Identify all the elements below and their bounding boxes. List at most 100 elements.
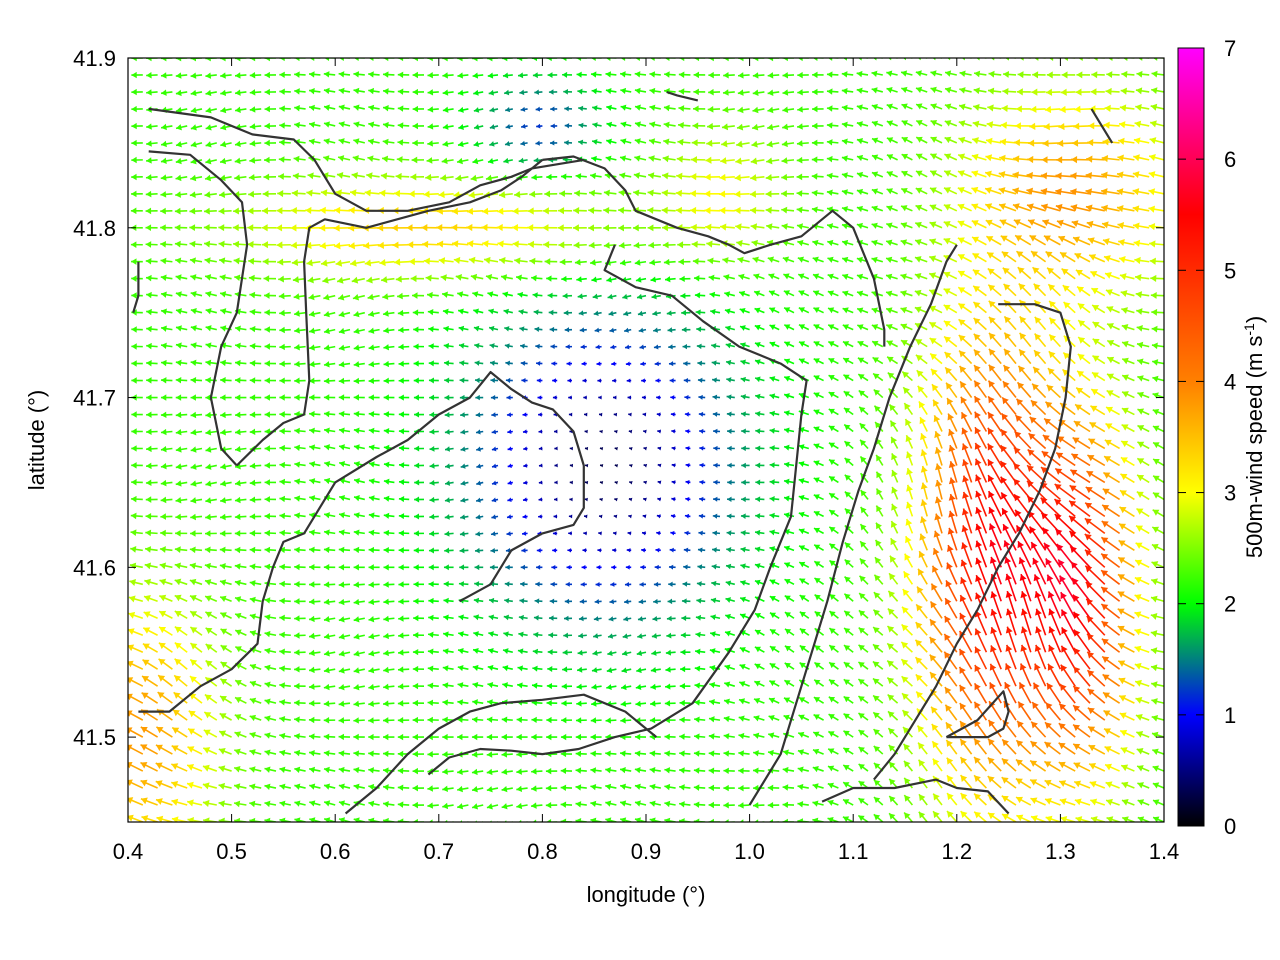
wind-arrow-head	[1062, 285, 1070, 292]
wind-arrow-head	[796, 206, 803, 214]
wind-arrow-head	[205, 291, 212, 298]
wind-arrow-head	[455, 174, 462, 182]
wind-arrow-head	[699, 445, 704, 451]
wind-arrow-head	[886, 239, 893, 246]
wind-arrow-head	[1071, 561, 1078, 569]
wind-arrow-head	[961, 542, 968, 550]
wind-arrow-head	[189, 207, 196, 215]
wind-arrow-head	[440, 274, 447, 282]
wind-arrow-head	[249, 123, 256, 130]
wind-arrow-head	[826, 105, 833, 112]
wind-arrow-head	[474, 124, 480, 130]
wind-arrow-head	[1135, 103, 1142, 112]
wind-arrow-head	[663, 104, 670, 112]
wind-arrow-head	[668, 361, 674, 367]
wind-arrow-head	[784, 512, 790, 519]
wind-arrow-head	[932, 58, 936, 61]
wind-arrow-head	[588, 241, 595, 249]
wind-arrow-head	[467, 240, 474, 248]
wind-arrow-head	[554, 480, 558, 485]
wind-arrow-head	[398, 360, 404, 367]
wind-arrow-head	[663, 258, 670, 266]
wind-arrow-head	[765, 190, 772, 198]
wind-arrow-head	[888, 58, 892, 61]
wind-arrow-head	[395, 172, 402, 181]
wind-arrow-head	[428, 547, 434, 554]
wind-arrow-head	[294, 581, 300, 588]
wind-arrow-head	[1019, 316, 1027, 324]
wind-arrow-head	[678, 258, 684, 266]
wind-arrow-head	[943, 221, 951, 228]
wind-arrow-head	[1004, 332, 1011, 340]
wind-arrow-head	[536, 548, 541, 553]
wind-arrow-head	[594, 327, 600, 333]
wind-arrow-head	[611, 361, 616, 367]
wind-arrow-head	[535, 106, 541, 112]
wind-arrow-head	[1001, 508, 1009, 516]
wind-arrow-head	[309, 87, 315, 95]
wind-arrow-head	[146, 325, 152, 333]
wind-arrow-head	[176, 124, 182, 131]
wind-arrow-head	[1014, 431, 1022, 439]
wind-arrow-head	[975, 557, 982, 565]
wind-arrow-head	[678, 121, 684, 129]
wind-arrow-head	[741, 462, 746, 469]
wind-arrow-head	[593, 310, 599, 316]
wind-arrow-head	[1101, 204, 1108, 212]
wind-arrow-head	[1071, 155, 1078, 164]
wind-arrow-head	[1121, 407, 1129, 415]
wind-arrow-head	[666, 310, 672, 316]
wind-arrow-head	[476, 429, 481, 435]
wind-arrow-head	[871, 120, 879, 127]
wind-arrow-head	[905, 451, 913, 459]
wind-arrow-head	[684, 395, 689, 400]
wind-arrow-head	[1084, 518, 1092, 525]
wind-arrow-head	[113, 629, 120, 636]
wind-arrow-head	[410, 275, 417, 283]
wind-arrow-head	[974, 70, 981, 78]
wind-arrow-head	[309, 361, 315, 368]
wind-arrow-head	[988, 523, 996, 531]
wind-arrow-head	[1070, 172, 1077, 180]
wind-arrow-head	[712, 377, 717, 383]
wind-arrow-head	[935, 480, 943, 487]
wind-arrow-head	[351, 172, 358, 179]
wind-arrow-head	[784, 461, 790, 468]
wind-arrow-head	[988, 70, 995, 78]
wind-arrow-head	[294, 88, 300, 95]
wind-arrow-head	[234, 377, 241, 384]
wind-arrow-head	[1002, 397, 1009, 405]
wind-arrow-head	[160, 58, 167, 62]
wind-arrow-head	[382, 293, 389, 300]
wind-arrow-head	[1054, 514, 1062, 521]
wind-arrow-head	[1004, 556, 1012, 564]
wind-arrow-head	[958, 136, 966, 144]
wind-arrow-head	[521, 378, 526, 383]
wind-arrow-head	[985, 137, 993, 145]
wind-arrow-head	[784, 545, 791, 552]
wind-arrow-head	[641, 548, 646, 553]
wind-arrow-head	[697, 547, 703, 553]
wind-arrow-head	[784, 478, 790, 485]
wind-arrow-head	[576, 276, 582, 283]
wind-arrow-head	[578, 615, 584, 622]
wind-arrow-head	[457, 141, 464, 148]
wind-arrow-head	[175, 530, 181, 537]
wind-arrow-head	[697, 564, 703, 570]
wind-arrow-head	[398, 326, 404, 334]
wind-arrow-head	[813, 460, 820, 467]
wind-arrow-head	[624, 599, 629, 605]
wind-arrow-head	[413, 564, 419, 571]
wind-arrow-head	[1077, 370, 1085, 378]
wind-arrow-head	[1031, 251, 1039, 258]
wind-arrow-head	[335, 189, 342, 197]
wind-arrow-head	[383, 598, 389, 605]
wind-arrow-head	[538, 412, 542, 417]
wind-arrow-head	[987, 427, 995, 435]
wind-arrow-head	[905, 419, 912, 427]
wind-arrow-head	[458, 325, 465, 332]
wind-arrow-head	[1085, 565, 1093, 573]
wind-arrow-head	[264, 105, 270, 113]
wind-arrow-head	[546, 275, 552, 282]
wind-arrow-head	[704, 173, 711, 181]
